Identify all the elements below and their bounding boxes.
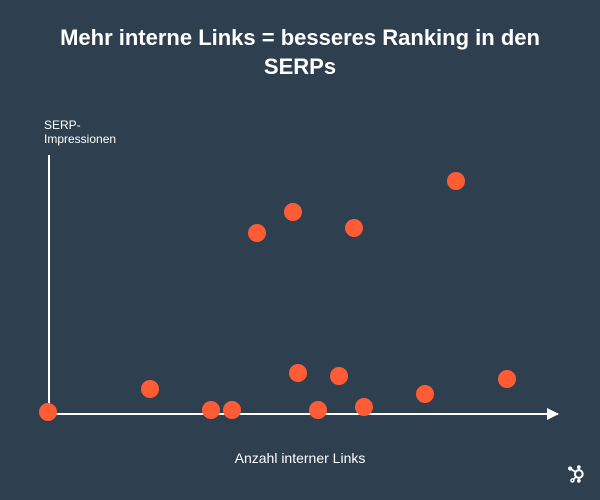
scatter-point (248, 224, 266, 242)
scatter-point (202, 401, 220, 419)
x-axis (48, 413, 558, 415)
scatter-point (416, 385, 434, 403)
scatter-point (330, 367, 348, 385)
chart-title: Mehr interne Links = besseres Ranking in… (0, 24, 600, 81)
scatter-point (289, 364, 307, 382)
scatter-point (345, 219, 363, 237)
scatter-point (284, 203, 302, 221)
y-axis-label: SERP- Impressionen (44, 118, 116, 147)
scatter-point (39, 403, 57, 421)
plot-area (48, 155, 558, 415)
y-axis (48, 155, 50, 415)
hubspot-logo-icon (566, 463, 588, 490)
scatter-point (309, 401, 327, 419)
scatter-point (223, 401, 241, 419)
scatter-point (498, 370, 516, 388)
scatter-point (355, 398, 373, 416)
scatter-point (447, 172, 465, 190)
scatter-chart: Mehr interne Links = besseres Ranking in… (0, 0, 600, 500)
x-axis-arrow (547, 408, 559, 420)
scatter-point (141, 380, 159, 398)
x-axis-label: Anzahl interner Links (200, 450, 400, 466)
